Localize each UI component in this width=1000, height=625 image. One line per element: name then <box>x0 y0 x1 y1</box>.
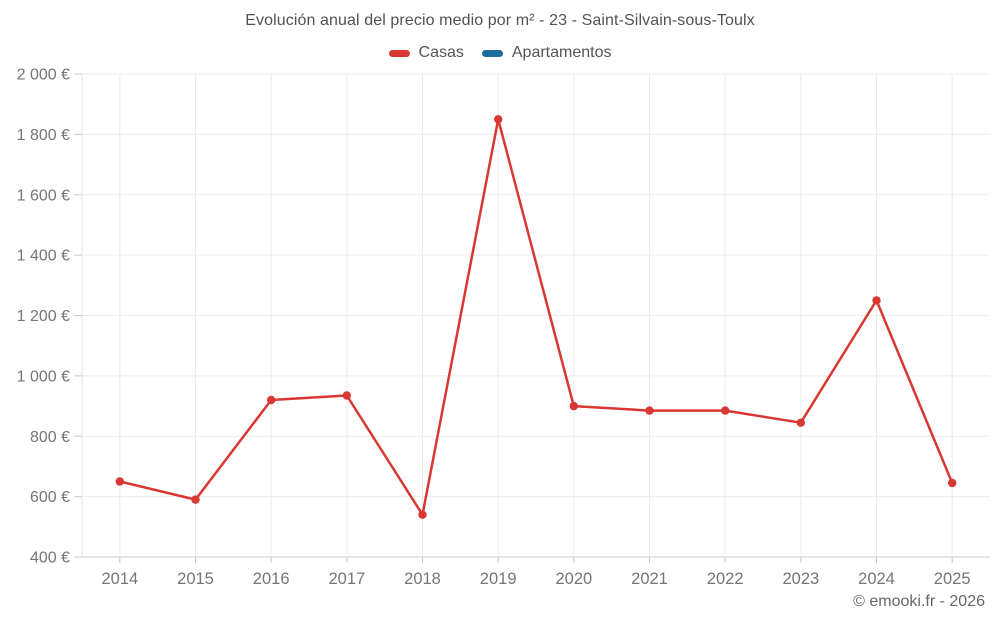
y-axis-label: 1 200 € <box>17 308 70 325</box>
series-line-casas <box>118 118 954 516</box>
x-axis-label: 2016 <box>253 570 290 588</box>
data-point-2023-casas[interactable] <box>796 418 805 427</box>
data-point-2022-casas[interactable] <box>721 406 730 415</box>
x-axis-label: 2021 <box>631 570 668 588</box>
data-point-2025-casas[interactable] <box>948 478 957 488</box>
y-axis-label: 2 000 € <box>17 67 70 84</box>
data-point-2017-casas[interactable] <box>342 391 351 400</box>
credit-text: © emooki.fr - 2026 <box>853 593 985 610</box>
data-point-2014-casas[interactable] <box>115 477 125 486</box>
legend-label-apartamentos: Apartamentos <box>511 44 612 61</box>
legend-label-casas: Casas <box>418 44 464 61</box>
data-point-2018-casas[interactable] <box>418 510 427 519</box>
x-axis-label: 2023 <box>782 570 819 588</box>
y-axis-label: 1 000 € <box>17 368 70 385</box>
x-axis-label: 2022 <box>707 570 744 588</box>
data-point-2016-casas[interactable] <box>267 395 276 405</box>
x-axis-label: 2019 <box>480 570 517 588</box>
legend-item-casas[interactable]: Casas <box>388 44 464 62</box>
chart-title: Evolución anual del precio medio por m² … <box>245 12 755 29</box>
x-axis-label: 2024 <box>858 570 895 588</box>
apartamentos-series-swatch-icon <box>481 49 503 57</box>
legend: Casas Apartamentos <box>0 44 1000 62</box>
y-axis-label: 800 € <box>30 429 70 446</box>
data-point-2019-casas[interactable] <box>494 115 503 124</box>
data-point-2024-casas[interactable] <box>872 296 881 305</box>
data-point-2020-casas[interactable] <box>569 401 578 411</box>
x-axis-label: 2025 <box>934 570 971 588</box>
y-axis-label: 400 € <box>30 550 70 567</box>
x-axis-label: 2018 <box>404 570 441 588</box>
y-axis-label: 1 800 € <box>17 127 70 144</box>
data-point-2021-casas[interactable] <box>645 406 654 415</box>
casas-series-swatch-icon <box>388 49 410 57</box>
legend-item-apartamentos[interactable]: Apartamentos <box>481 44 612 62</box>
x-axis-label: 2014 <box>101 570 138 588</box>
x-axis-label: 2017 <box>328 570 365 588</box>
x-axis-label: 2020 <box>555 570 592 588</box>
data-point-2015-casas[interactable] <box>191 495 200 504</box>
y-axis-label: 600 € <box>30 489 70 506</box>
x-axis-label: 2015 <box>177 570 214 588</box>
y-axis-label: 1 400 € <box>17 248 70 265</box>
y-axis-label: 1 600 € <box>17 187 70 204</box>
